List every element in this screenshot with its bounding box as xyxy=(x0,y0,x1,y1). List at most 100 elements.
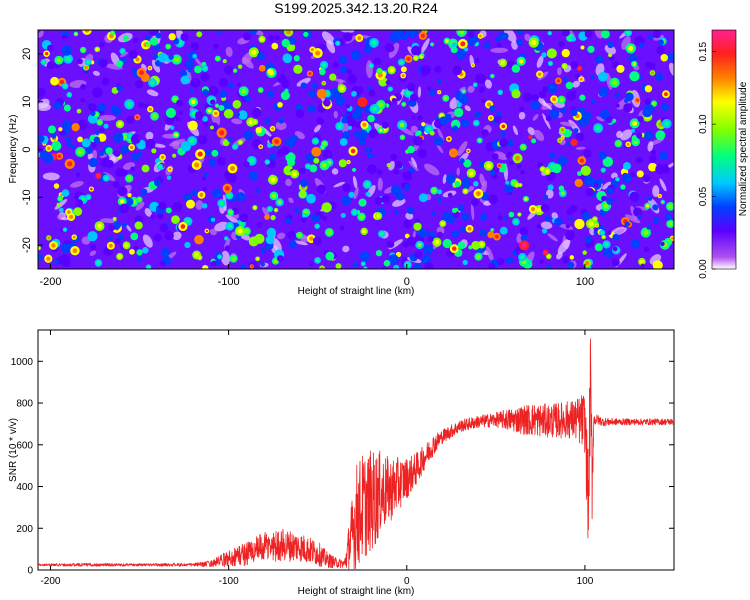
heatmap-cell xyxy=(42,172,60,181)
heatmap-cell xyxy=(633,207,643,217)
heatmap-cell xyxy=(69,214,74,219)
heatmap-cell xyxy=(237,64,243,69)
heatmap-cell xyxy=(225,46,233,57)
heatmap-cell xyxy=(171,140,180,150)
heatmap-cell xyxy=(189,88,194,93)
heatmap-cell xyxy=(664,213,673,221)
heatmap-cell xyxy=(191,189,198,196)
heatmap-cell xyxy=(311,146,322,157)
heatmap-cell xyxy=(249,158,255,164)
heatmap-cell xyxy=(547,233,558,242)
heatmap-cell xyxy=(406,90,411,96)
heatmap-cell xyxy=(437,189,443,195)
heatmap-cell xyxy=(136,249,143,256)
heatmap-cell xyxy=(105,147,113,155)
heatmap-cell xyxy=(75,199,84,207)
heatmap-y-tick-label: 0 xyxy=(21,146,33,152)
heatmap-cell xyxy=(462,259,468,266)
heatmap-cell xyxy=(50,76,59,86)
heatmap-cell xyxy=(585,187,595,197)
heatmap-cell xyxy=(536,224,541,229)
heatmap-cell xyxy=(186,199,195,209)
heatmap-cell xyxy=(155,32,162,39)
heatmap-cell xyxy=(126,115,135,124)
heatmap-cell xyxy=(277,200,282,205)
heatmap-cell xyxy=(516,164,522,170)
heatmap-cell xyxy=(556,252,563,260)
heatmap-cell xyxy=(255,127,262,134)
heatmap-cell xyxy=(655,72,664,81)
heatmap-cell xyxy=(658,194,661,198)
heatmap-cell xyxy=(411,157,418,168)
heatmap-cell xyxy=(130,134,141,145)
heatmap-cell xyxy=(298,167,306,174)
heatmap-cell xyxy=(487,231,495,239)
heatmap-cell xyxy=(616,130,623,139)
heatmap-cell xyxy=(280,146,290,156)
heatmap-cell xyxy=(612,233,620,241)
heatmap-cell xyxy=(271,42,279,50)
heatmap-cell xyxy=(376,169,383,176)
heatmap-cell xyxy=(480,213,488,221)
heatmap-cell xyxy=(454,107,464,118)
heatmap-cell xyxy=(560,121,576,127)
heatmap-cell xyxy=(171,215,180,224)
heatmap-cell xyxy=(313,157,320,164)
heatmap-cell xyxy=(267,35,275,42)
heatmap-cell xyxy=(460,226,467,233)
heatmap-cell xyxy=(264,118,271,124)
snr-y-axis: 0 200 400 600 800 1000 xyxy=(11,357,674,577)
heatmap-cell xyxy=(518,58,524,64)
heatmap-cell xyxy=(403,219,412,229)
heatmap-cell xyxy=(549,152,556,159)
heatmap-cell xyxy=(543,194,549,200)
heatmap-cell xyxy=(145,131,154,140)
heatmap-cell xyxy=(584,30,593,38)
heatmap-cell xyxy=(228,82,234,89)
heatmap-cell xyxy=(225,214,241,225)
heatmap-cell xyxy=(164,115,175,126)
heatmap-cell xyxy=(94,112,99,117)
heatmap-cell xyxy=(452,125,459,132)
heatmap-cell xyxy=(511,40,518,50)
heatmap-cell xyxy=(475,73,486,84)
heatmap-cell xyxy=(357,96,368,108)
heatmap-cell xyxy=(558,40,565,48)
heatmap-cell xyxy=(260,247,266,254)
heatmap-cell xyxy=(636,132,643,139)
heatmap-cell xyxy=(667,52,674,62)
heatmap-cell xyxy=(216,30,222,35)
heatmap-cell xyxy=(201,203,208,209)
heatmap-cell xyxy=(230,166,235,171)
heatmap-cell xyxy=(194,234,204,245)
heatmap-cell xyxy=(237,228,243,234)
heatmap-cell xyxy=(595,224,598,227)
heatmap-cell xyxy=(72,235,76,239)
heatmap-cell xyxy=(96,174,100,178)
heatmap-cell xyxy=(172,231,182,241)
heatmap-cell xyxy=(63,104,71,112)
heatmap-cell xyxy=(135,115,139,119)
heatmap-cell xyxy=(42,60,46,64)
heatmap-cell xyxy=(547,82,558,94)
heatmap-cell xyxy=(218,78,229,88)
heatmap-cell xyxy=(451,207,458,214)
heatmap-cell xyxy=(126,224,132,232)
heatmap-cell xyxy=(352,261,358,268)
heatmap-cell xyxy=(454,180,461,188)
heatmap-cell xyxy=(357,36,362,41)
heatmap-cell xyxy=(648,155,657,164)
heatmap-cell xyxy=(185,59,194,69)
heatmap-cell xyxy=(113,221,121,230)
heatmap-cell xyxy=(172,153,177,158)
heatmap-cell xyxy=(590,75,595,80)
heatmap-cell xyxy=(150,80,155,85)
heatmap-cell xyxy=(433,136,444,146)
heatmap-cell xyxy=(187,68,192,73)
heatmap-cell xyxy=(540,221,553,230)
heatmap-cell xyxy=(581,211,591,221)
heatmap-cell xyxy=(445,39,449,43)
heatmap-cell xyxy=(296,77,311,87)
heatmap-cell xyxy=(569,255,575,260)
